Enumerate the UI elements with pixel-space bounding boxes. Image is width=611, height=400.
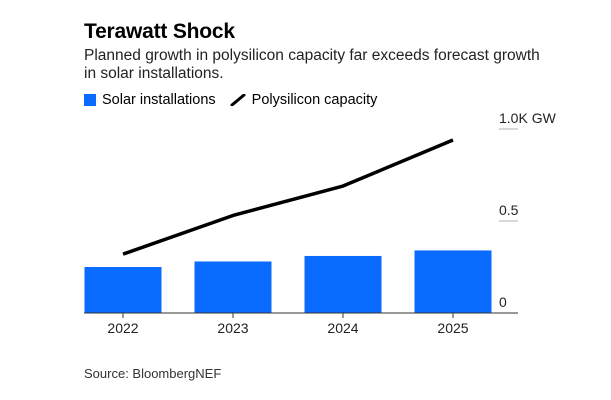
y-tick-label-0: 0 xyxy=(499,294,507,310)
bar-2024 xyxy=(304,255,382,313)
y-tick-label-1: 0.5 xyxy=(499,202,519,218)
legend-line-swatch xyxy=(230,94,246,106)
legend-label-polysilicon: Polysilicon capacity xyxy=(251,92,378,108)
y-tick-label-2: 1.0K GW xyxy=(499,110,557,126)
x-tick-label-2025: 2025 xyxy=(437,320,468,336)
bar-2025 xyxy=(414,250,492,313)
chart-title: Terawatt Shock xyxy=(84,20,235,43)
source-note: Source: BloombergNEF xyxy=(84,366,222,381)
legend-label-solar: Solar installations xyxy=(102,92,216,108)
bar-2022 xyxy=(84,267,162,313)
chart-subtitle: Planned growth in polysilicon capacity f… xyxy=(84,47,540,82)
legend: Solar installations Polysilicon capacity xyxy=(84,92,391,108)
line-polysilicon-capacity xyxy=(122,138,454,256)
legend-item-polysilicon: Polysilicon capacity xyxy=(230,92,378,108)
legend-bar-swatch xyxy=(84,94,96,106)
bar-2023 xyxy=(194,261,272,313)
x-tick-label-2022: 2022 xyxy=(107,320,138,336)
x-tick-label-2024: 2024 xyxy=(327,320,358,336)
legend-item-solar: Solar installations xyxy=(84,92,216,108)
x-tick-label-2023: 2023 xyxy=(217,320,248,336)
